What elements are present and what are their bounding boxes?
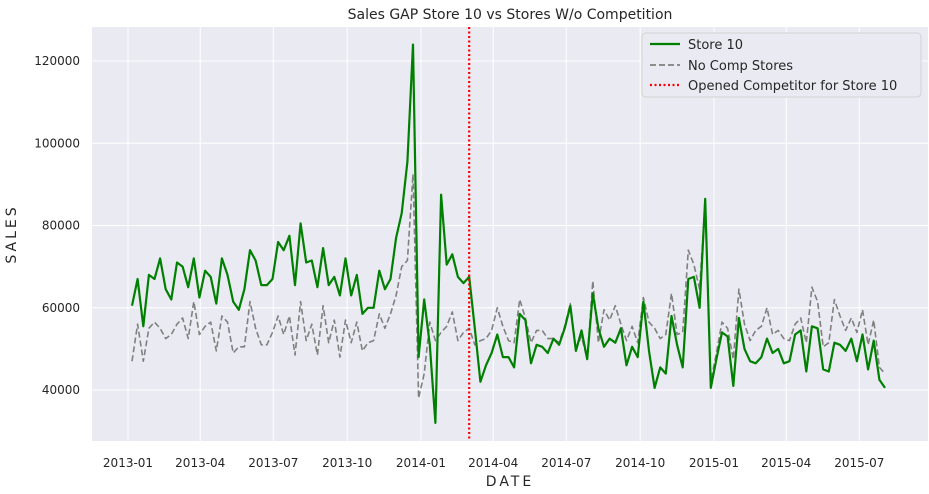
y-axis-label: SALES xyxy=(4,204,20,263)
x-tick-label: 2015-04 xyxy=(761,456,811,470)
series-layer xyxy=(130,27,886,441)
x-tick-label: 2013-01 xyxy=(103,456,153,470)
x-tick-label: 2013-04 xyxy=(175,456,225,470)
chart-title: Sales GAP Store 10 vs Stores W/o Competi… xyxy=(348,7,673,23)
y-tick-label: 120000 xyxy=(34,54,80,68)
y-tick-label: 40000 xyxy=(42,383,80,397)
legend-box xyxy=(641,32,922,98)
x-tick-label: 2014-01 xyxy=(396,456,446,470)
legend-label-store-10: Store 10 xyxy=(688,38,743,53)
x-tick-label: 2015-01 xyxy=(689,456,739,470)
x-tick-label: 2013-07 xyxy=(248,456,298,470)
y-tick-label: 100000 xyxy=(34,136,80,150)
series-line-no-comp xyxy=(131,173,886,399)
legend-label-no-comp: No Comp Stores xyxy=(688,59,793,74)
x-tick-label: 2014-10 xyxy=(615,456,665,470)
series-line-store-10 xyxy=(130,43,886,424)
ticks-layer: 40000 60000 80000 100000 120000 2013-01 2013-0… xyxy=(34,54,884,470)
x-axis-label: DATE xyxy=(486,474,534,490)
x-tick-label: 2014-04 xyxy=(468,456,518,470)
legend-label-competitor: Opened Competitor for Store 10 xyxy=(688,79,897,94)
x-tick-label: 2014-07 xyxy=(541,456,591,470)
x-tick-label: 2013-10 xyxy=(322,456,372,470)
x-tick-label: 2015-07 xyxy=(834,456,884,470)
y-tick-label: 80000 xyxy=(42,219,80,233)
y-tick-label: 60000 xyxy=(42,301,80,315)
grid xyxy=(92,27,928,441)
legend: Store 10 No Comp Stores Opened Competito… xyxy=(641,32,922,98)
